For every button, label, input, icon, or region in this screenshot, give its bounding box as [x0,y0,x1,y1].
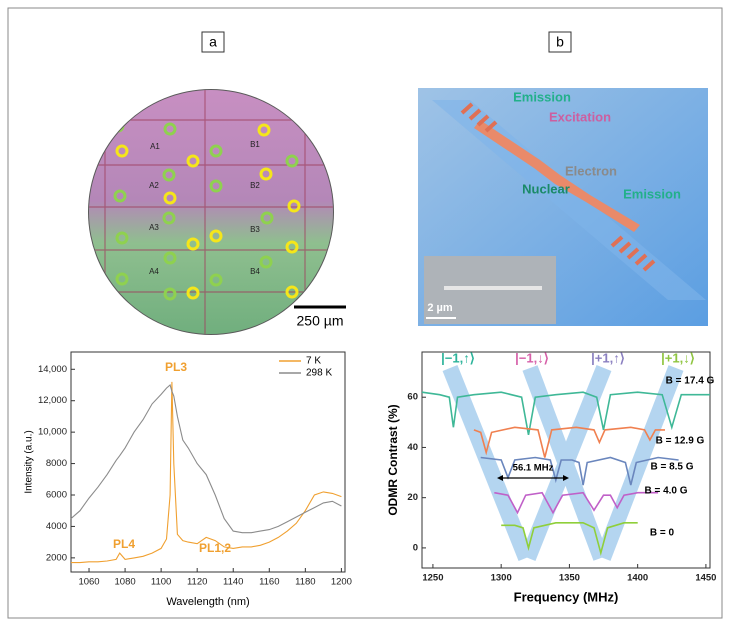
annotation: PL1,2 [199,541,231,555]
y-tick-label: 0 [413,542,418,553]
x-axis-label: Wavelength (nm) [166,596,249,608]
x-tick-label: 1350 [559,573,580,584]
chip-label: A1 [150,142,160,151]
state-label: |−1,↓⟩ [515,350,549,365]
state-label: |−1,↑⟩ [441,350,475,365]
annotation: 56.1 MHz [513,463,554,474]
scale-box [290,310,350,332]
x-tick-label: 1300 [491,573,512,584]
chip-label: B1 [250,140,260,149]
panel-box [548,31,572,53]
y-tick-label: 2000 [46,552,67,563]
x-tick-label: 1250 [422,573,443,584]
x-tick-label: 1100 [151,577,171,588]
device-label: Nuclear [522,181,570,196]
x-tick-label: 1160 [259,577,279,588]
x-tick-label: 1080 [115,577,136,588]
legend-label: 7 K [306,356,321,367]
series-line [71,381,342,564]
x-tick-label: 1400 [627,573,648,584]
x-tick-label: 1180 [295,577,315,588]
device-label: Electron [565,163,617,178]
device-label: Emission [513,89,571,104]
y-tick-label: 6000 [46,490,67,501]
series-label: B = 0 [650,528,675,539]
device-render [418,88,708,326]
annotation: PL3 [165,360,187,374]
scale-label: 250 µm [297,313,344,329]
series-line [480,456,679,486]
device-label: Emission [623,186,681,201]
chip-label: B2 [250,181,260,190]
x-tick-label: 1450 [695,573,716,584]
plot-frame [421,351,711,569]
y-tick-label: 8000 [46,458,67,469]
y-tick-label: 60 [407,392,418,403]
series-line [494,491,659,515]
annotation: PL4 [113,537,135,551]
y-tick-label: 14,000 [38,364,67,375]
series-line [501,522,638,556]
chip-label: A3 [149,223,159,232]
inset-scale-label: 2 µm [427,302,453,314]
x-tick-label: 1120 [187,577,207,588]
plot-frame [70,351,346,573]
series-label: B = 12.9 G [656,436,705,447]
x-tick-label: 1060 [78,577,99,588]
legend-label: 298 K [306,368,332,379]
series-line [70,384,342,534]
y-tick-label: 12,000 [38,395,67,406]
y-tick-label: 4000 [46,521,67,532]
x-tick-label: 1200 [331,577,352,588]
series-line [421,391,710,436]
x-axis-label: Frequency (MHz) [514,589,619,604]
y-tick-label: 10,000 [38,427,67,438]
series-label: B = 17.4 G [666,376,715,387]
state-label: |+1,↓⟩ [661,350,695,365]
series-label: B = 8.5 G [650,462,693,473]
chip-label: A2 [149,181,159,190]
y-tick-label: 20 [407,492,418,503]
device-label: Excitation [549,109,611,124]
y-axis-label: Intensity (a.u.) [24,430,35,493]
series-label: B = 4.0 G [644,486,687,497]
series-line [473,426,665,458]
chip-label: B3 [250,225,260,234]
x-tick-label: 1140 [223,577,243,588]
y-axis-label: ODMR Contrast (%) [386,404,400,515]
chip-label: A4 [149,267,159,276]
state-label: |+1,↑⟩ [591,350,625,365]
chip-label: B4 [250,267,260,276]
y-tick-label: 40 [407,442,418,453]
panel-box [201,31,225,53]
panel-label: a [209,34,217,50]
panel-label: b [556,34,564,50]
